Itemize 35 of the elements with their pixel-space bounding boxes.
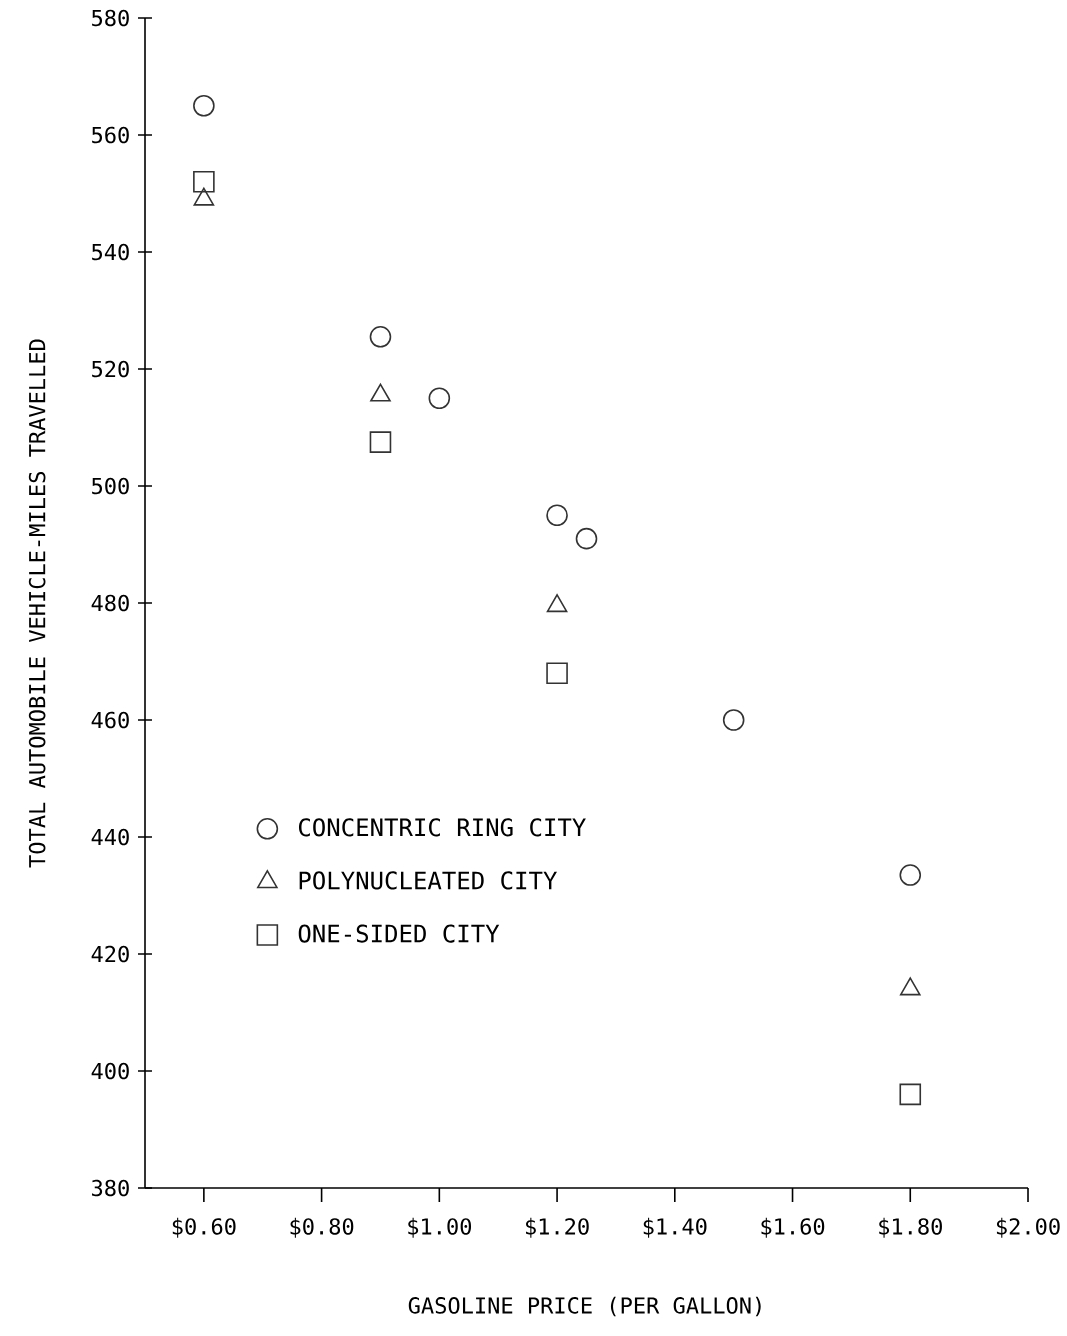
y-tick-label: 500	[92, 477, 129, 495]
y-tick-label: 580	[92, 9, 129, 27]
legend-label: ONE-SIDED CITY	[298, 924, 500, 943]
y-axis-title: TOTAL AUTOMOBILE VEHICLE-MILES TRAVELLED	[28, 339, 46, 868]
point	[193, 94, 215, 117]
y-tick-label: 460	[91, 711, 129, 729]
y-tick-label: 400	[91, 1062, 129, 1080]
point	[369, 326, 392, 348]
y-tick-label: 380	[92, 1179, 129, 1197]
x-tick-label: $0.60	[172, 1217, 236, 1238]
legend-label: POLYNUCLEATED CITY	[299, 871, 557, 890]
x-tick-label: $2.00	[996, 1217, 1060, 1238]
legend-label: CONCENTRIC RING CITY	[298, 818, 586, 837]
x-tick-label: $1.00	[408, 1217, 472, 1238]
point	[546, 662, 568, 684]
x-tick-label: $1.60	[761, 1217, 825, 1238]
x-tick-label: $1.40	[643, 1217, 707, 1238]
y-tick-label: 480	[91, 594, 129, 612]
point	[428, 387, 451, 410]
x-tick-label: $1.80	[879, 1217, 942, 1238]
x-tick-label: $1.20	[525, 1217, 589, 1238]
point	[575, 527, 598, 550]
y-tick-label: 440	[91, 828, 129, 846]
point	[722, 709, 745, 731]
point	[899, 1083, 922, 1106]
x-axis-title: GASOLINE PRICE (PER GALLON)	[408, 1296, 761, 1317]
point	[193, 170, 215, 193]
point	[546, 504, 568, 527]
y-tick-label: 560	[92, 126, 129, 144]
y-tick-label: 420	[91, 945, 129, 963]
point	[899, 864, 922, 886]
y-tick-label: 540	[92, 243, 129, 261]
y-tick-label: 520	[92, 360, 129, 378]
point	[369, 431, 392, 453]
x-tick-label: $0.80	[290, 1217, 354, 1238]
